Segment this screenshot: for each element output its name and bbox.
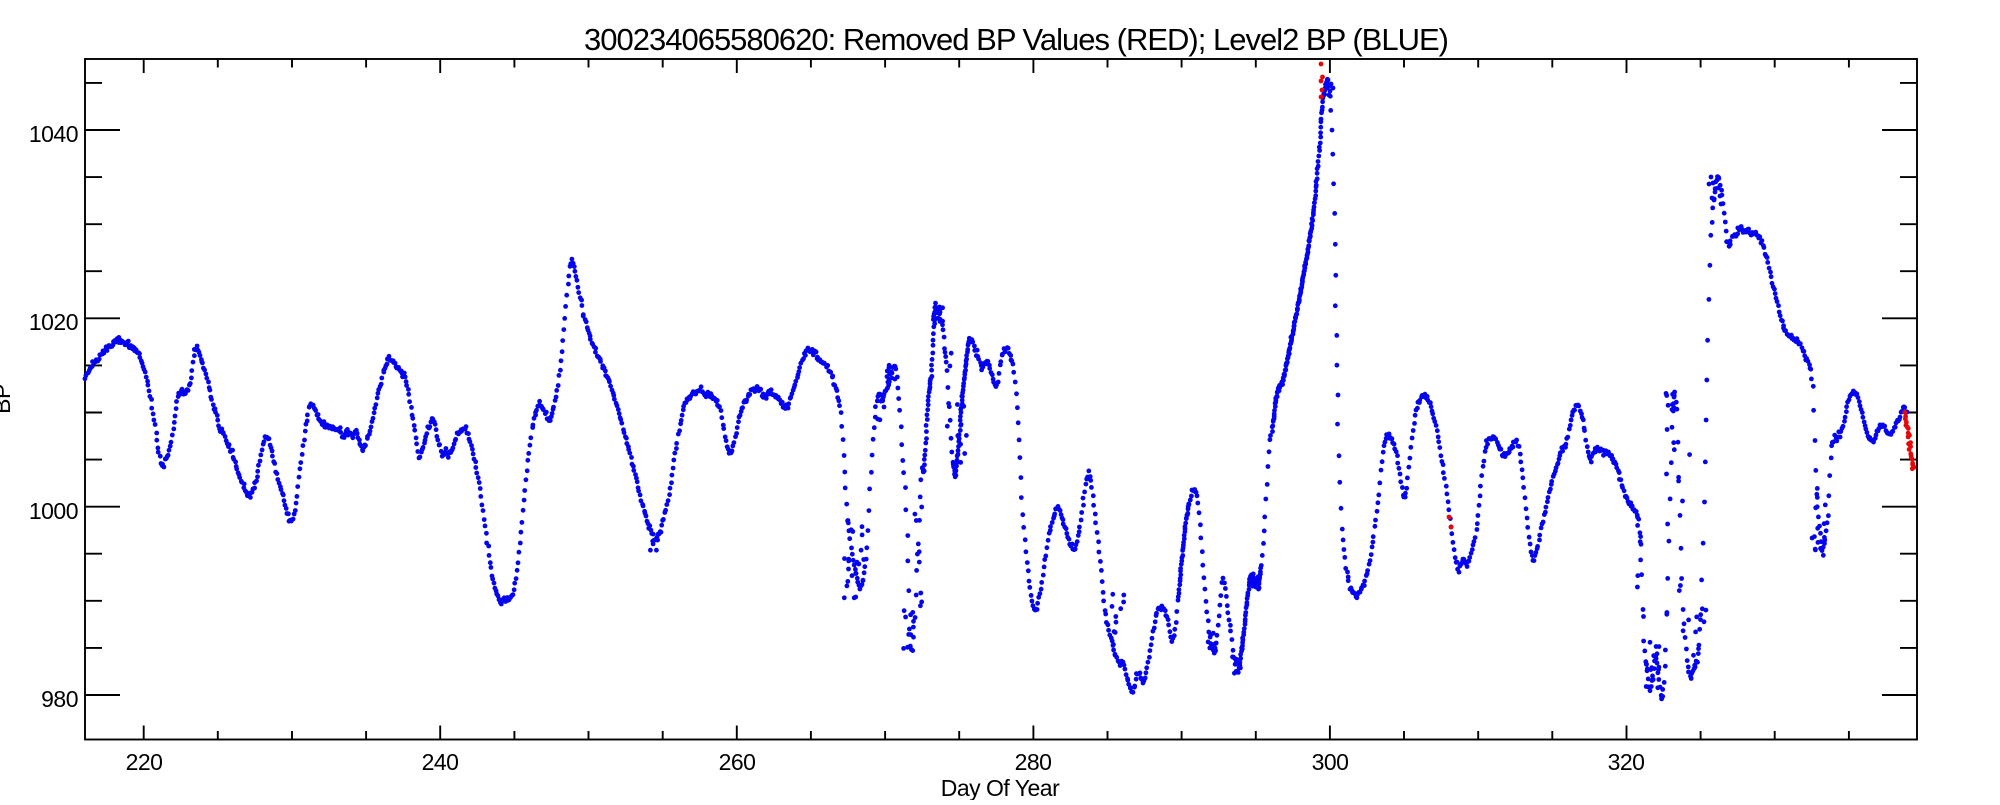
svg-text:Day Of Year: Day Of Year — [941, 775, 1060, 800]
svg-text:260: 260 — [719, 749, 756, 775]
svg-text:280: 280 — [1015, 749, 1052, 775]
svg-text:BP: BP — [0, 384, 15, 414]
svg-text:1000: 1000 — [29, 498, 78, 524]
svg-text:240: 240 — [422, 749, 459, 775]
svg-text:1020: 1020 — [29, 309, 78, 335]
svg-text:220: 220 — [126, 749, 163, 775]
svg-text:1040: 1040 — [29, 121, 78, 147]
svg-text:300234065580620: Removed BP Va: 300234065580620: Removed BP Values (RED)… — [584, 22, 1448, 57]
svg-text:300: 300 — [1312, 749, 1349, 775]
svg-text:980: 980 — [41, 686, 78, 712]
svg-text:320: 320 — [1608, 749, 1645, 775]
